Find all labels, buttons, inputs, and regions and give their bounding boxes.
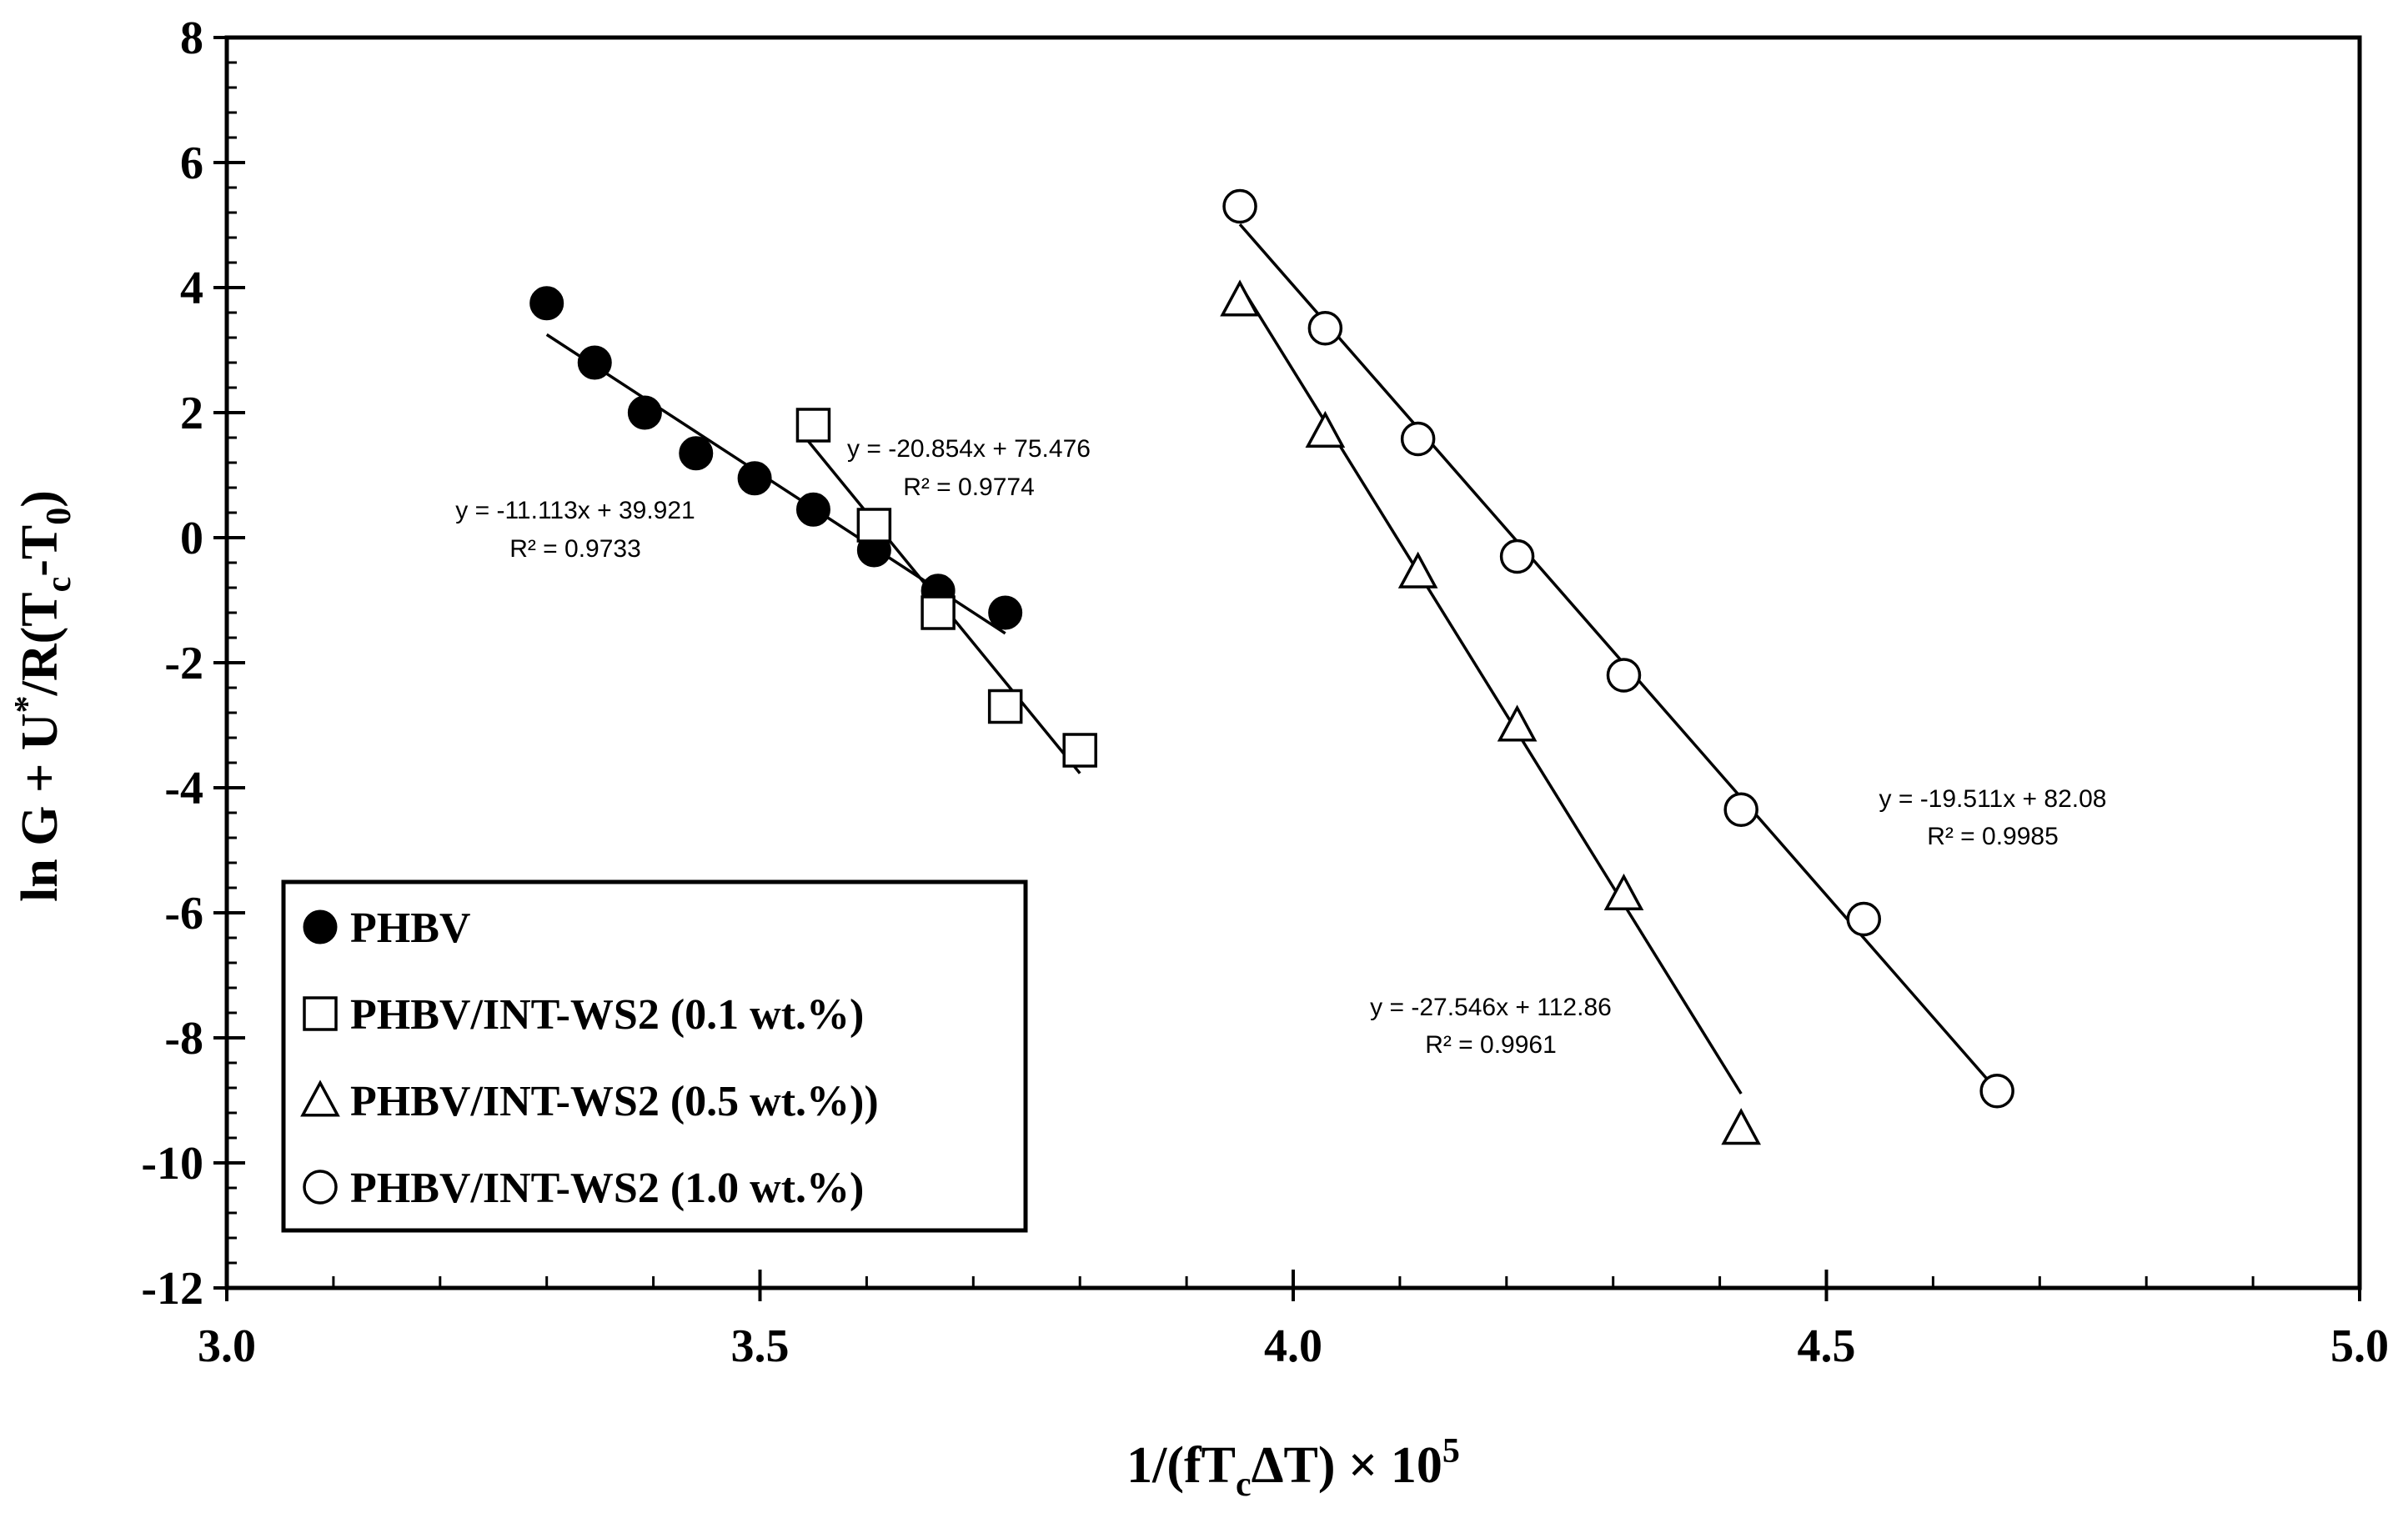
legend-label-0: PHBV (350, 904, 470, 952)
data-point-s3-p6 (1846, 901, 1882, 937)
legend-box (281, 879, 1028, 1233)
legend-marker-1 (303, 996, 338, 1031)
y-tick-label: -8 (164, 1013, 203, 1065)
fit-annotations: y = -11.113x + 39.921 R² = 0.9733 y = -20.… (455, 435, 2106, 1059)
y-tick-label: -2 (164, 638, 203, 689)
data-point-s0-p1 (577, 345, 612, 380)
data-point-s0-p2 (627, 395, 662, 430)
y-tick-label: 6 (180, 138, 203, 189)
data-point-s2-p0 (1220, 279, 1260, 317)
y-tick-label: -10 (141, 1138, 203, 1190)
y-tick-label: 2 (180, 388, 203, 439)
data-point-s3-p3 (1499, 539, 1535, 574)
y-tick-label: 8 (180, 13, 203, 64)
data-points (529, 188, 2014, 1145)
data-point-s3-p5 (1723, 792, 1758, 827)
data-point-s1-p0 (795, 408, 831, 443)
data-point-s0-p8 (988, 595, 1023, 630)
legend-label-3: PHBV/INT-WS2 (1.0 wt.%) (350, 1165, 864, 1212)
fit-r2-0: R² = 0.9733 (509, 535, 641, 563)
data-point-s2-p5 (1721, 1108, 1762, 1145)
data-point-s3-p7 (1979, 1074, 2014, 1109)
data-point-s0-p5 (795, 492, 830, 527)
data-point-s0-p4 (737, 461, 772, 496)
data-point-s3-p2 (1400, 421, 1436, 457)
x-tick-label: 3.5 (731, 1320, 790, 1372)
x-axis-title: 1/(fTcΔT) × 105 (1126, 1432, 1460, 1504)
y-tick-label: 0 (180, 513, 203, 564)
data-point-s3-p1 (1307, 311, 1343, 346)
legend-marker-3 (303, 1170, 338, 1205)
fit-equation-2: y = -27.546x + 112.86 (1370, 994, 1612, 1021)
fit-r2-3: R² = 0.9985 (1927, 823, 2059, 850)
legend-label-1: PHBV/INT-WS2 (0.1 wt.%) (350, 991, 864, 1039)
y-axis-title: ln G + U*/R(Tc-T0) (8, 490, 78, 902)
data-point-s2-p2 (1397, 551, 1438, 589)
x-tick-label: 4.0 (1264, 1320, 1322, 1372)
x-tick-label: 4.5 (1798, 1320, 1856, 1372)
legend: PHBV PHBV/INT-WS2 (0.1 wt.%) PHBV/INT-WS2 … (281, 879, 1028, 1233)
x-tick-label: 5.0 (2330, 1320, 2389, 1372)
fit-r2-2: R² = 0.9961 (1425, 1031, 1557, 1059)
data-point-s2-p1 (1305, 410, 1346, 448)
legend-marker-2 (300, 1080, 340, 1117)
legend-marker-0 (303, 909, 338, 944)
y-tick-label: 4 (180, 263, 203, 314)
data-point-s3-p4 (1606, 658, 1642, 693)
data-point-s1-p1 (856, 508, 892, 543)
data-point-s0-p0 (529, 286, 564, 321)
y-tick-label: -12 (141, 1263, 203, 1315)
y-tick-label: -6 (164, 888, 203, 939)
fit-equation-0: y = -11.113x + 39.921 (455, 497, 695, 524)
legend-label-2: PHBV/INT-WS2 (0.5 wt.%)) (350, 1078, 879, 1125)
fit-r2-1: R² = 0.9774 (903, 473, 1035, 501)
data-point-s1-p4 (1062, 733, 1097, 768)
fit-equation-1: y = -20.854x + 75.476 (847, 435, 1091, 463)
x-tick-label: 3.0 (198, 1320, 256, 1372)
y-tick-label: -4 (164, 763, 203, 814)
data-point-s0-p3 (679, 436, 714, 471)
data-point-s2-p4 (1603, 873, 1644, 911)
data-point-s3-p0 (1222, 188, 1257, 224)
data-point-s2-p3 (1497, 704, 1538, 742)
fit-equation-3: y = -19.511x + 82.08 (1879, 785, 2107, 813)
axes: -12 -10 -8 -6 -4 -2 0 2 4 6 8 3.0 3.5 4.0 4.5 5.0 1/(fTc… (8, 13, 2389, 1504)
data-point-s1-p2 (921, 595, 956, 630)
data-point-s1-p3 (987, 689, 1023, 724)
fit-line-3 (1238, 223, 1999, 1092)
